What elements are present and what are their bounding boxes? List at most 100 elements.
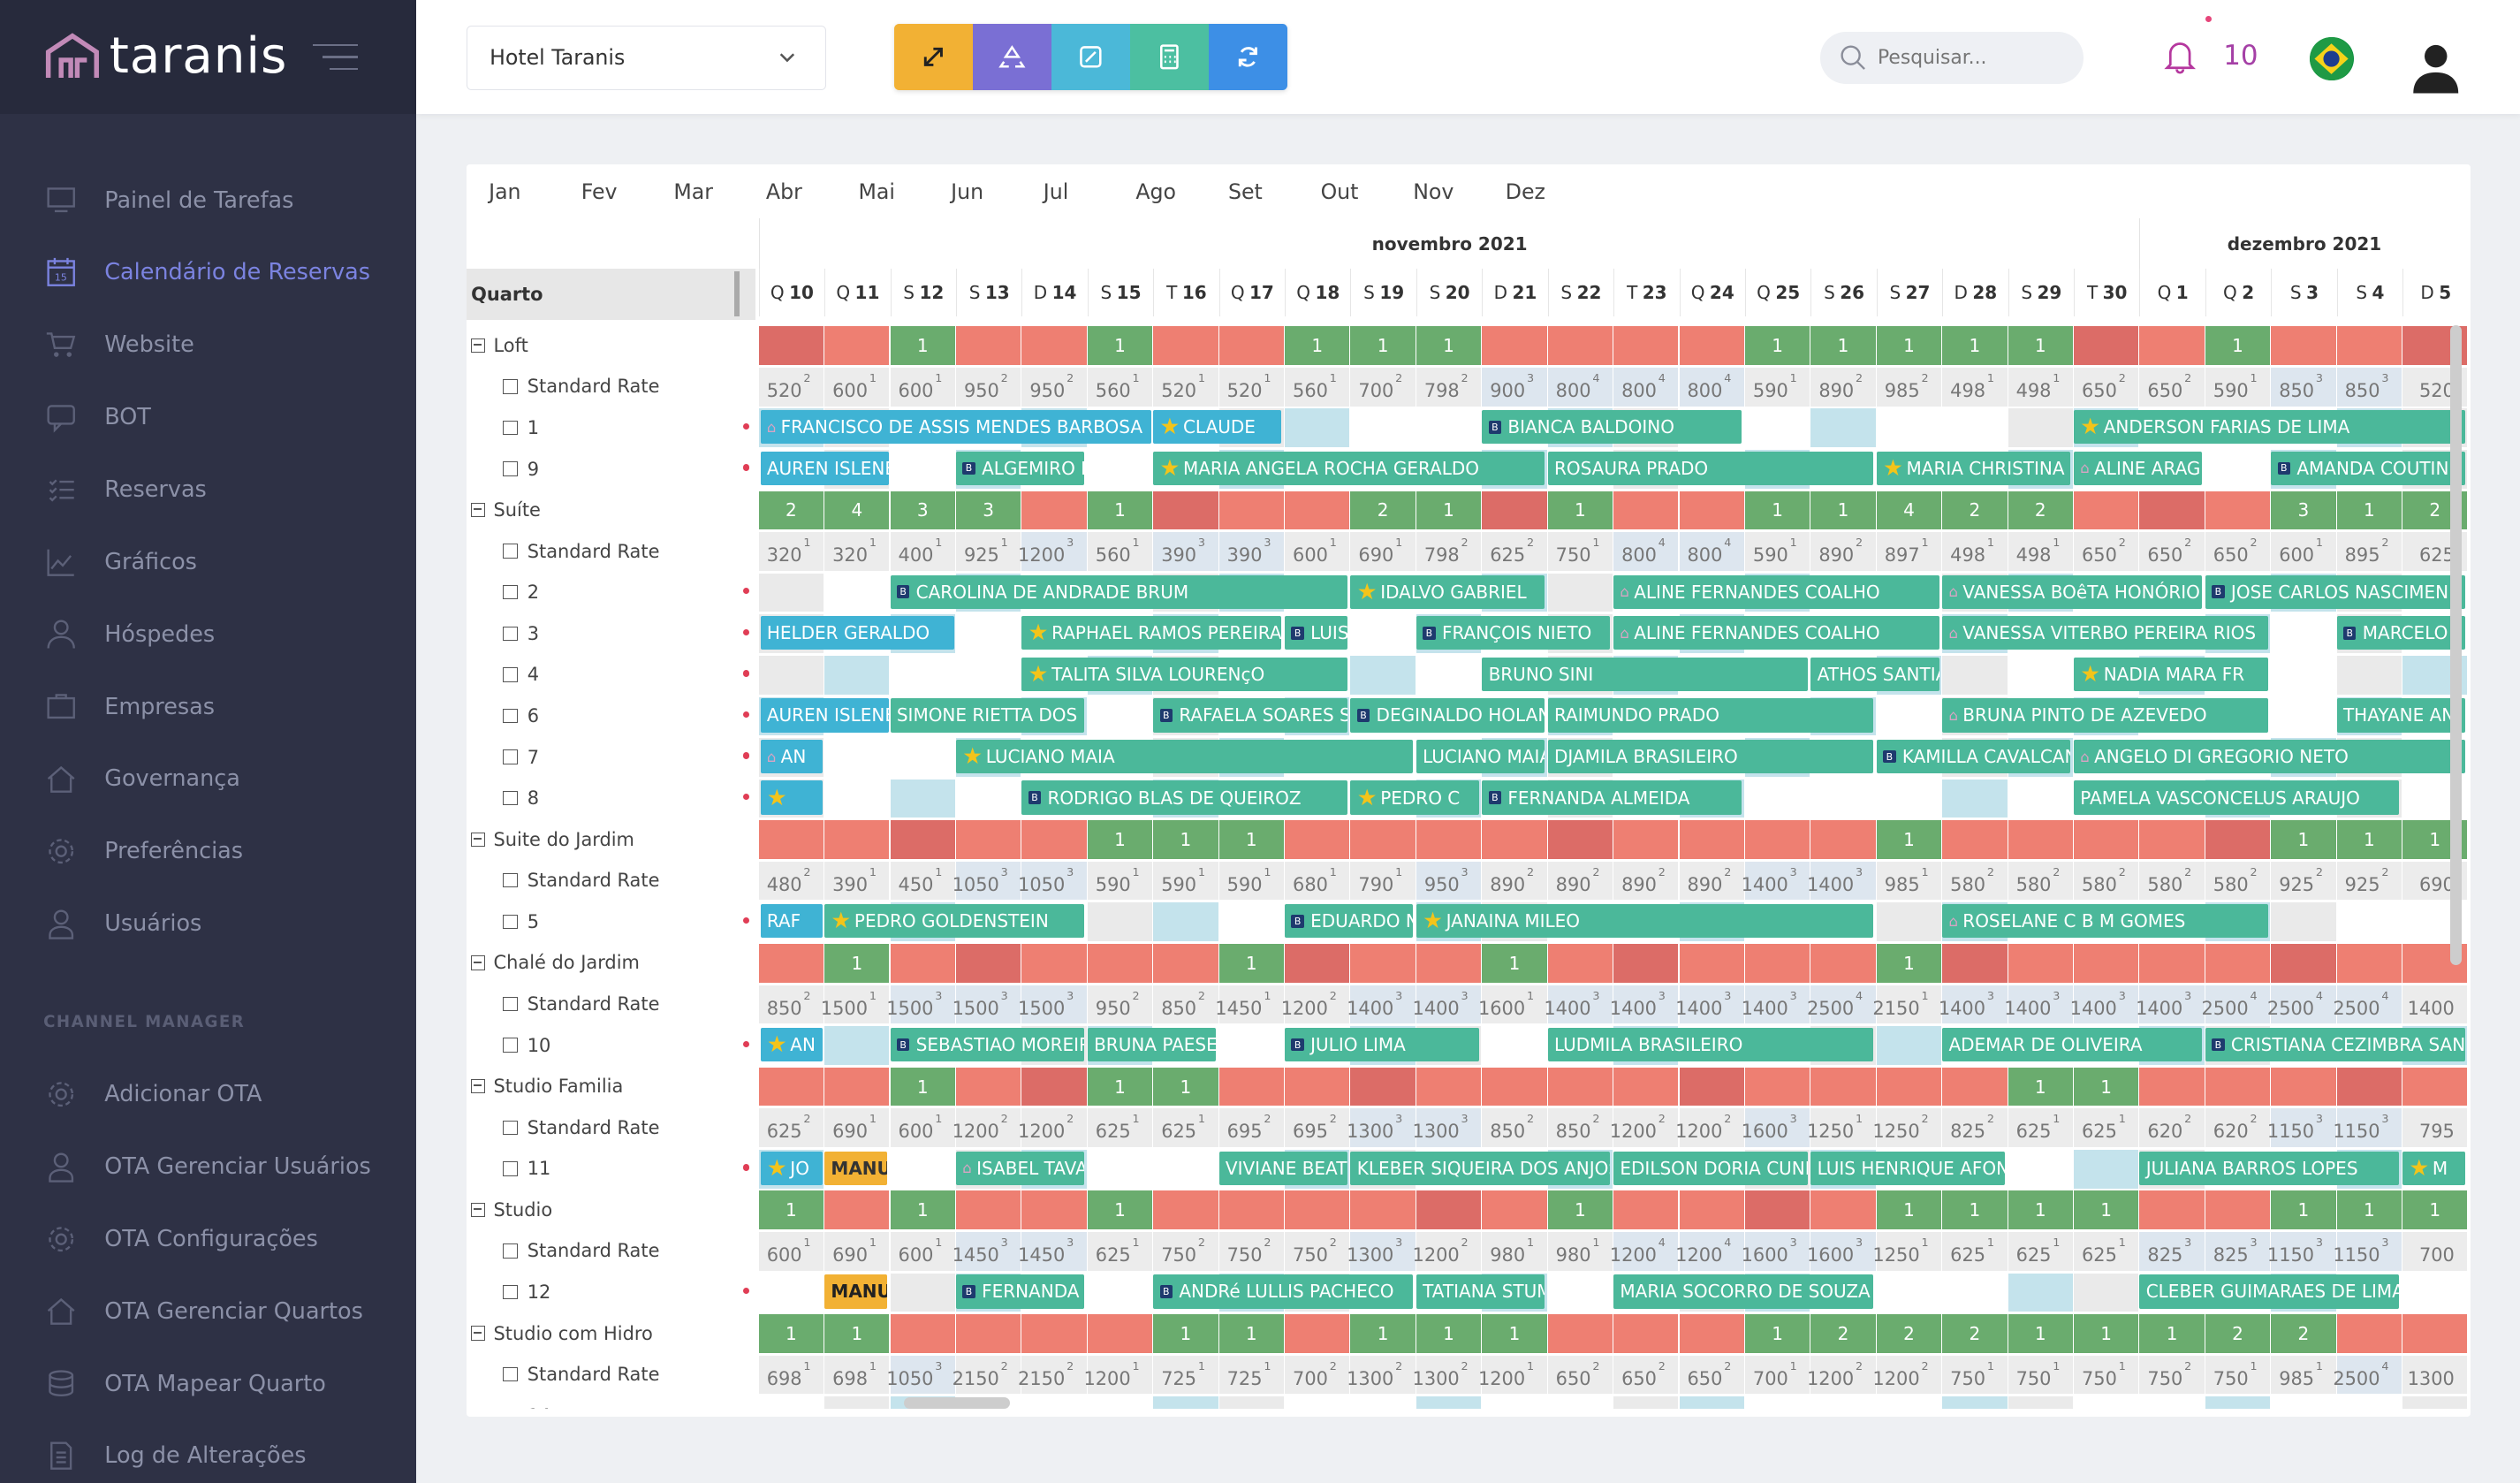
availability-cell[interactable]: 3 [955,491,1021,530]
rate-cell[interactable]: 798 2 [1416,532,1482,571]
rate-cell[interactable]: 795 [2402,1108,2468,1147]
room-day-cell[interactable] [1482,1026,1547,1065]
ota-item-log-de-altera-es[interactable]: Log de Alterações [0,1419,416,1483]
rate-cell[interactable]: 2150 1 [1872,985,1942,1024]
room-day-cell[interactable] [1810,779,1876,818]
room-day-cell[interactable] [2336,902,2402,942]
room-day-cell[interactable] [1942,779,2008,818]
availability-cell[interactable] [1350,943,1416,983]
availability-cell[interactable] [824,820,890,859]
availability-cell[interactable] [2205,943,2271,983]
room-day-cell[interactable] [1547,573,1613,612]
rate-cell[interactable]: 925 2 [2271,861,2336,901]
availability-cell[interactable]: 1 [2074,1314,2139,1353]
availability-cell[interactable] [1482,1190,1547,1230]
month-nov[interactable]: Nov [1413,179,1454,205]
booking-bar[interactable]: ⌂ ANGELO DI GREGORIO NETO [2074,739,2465,774]
room-day-cell[interactable] [2402,1396,2468,1409]
checkbox-icon[interactable] [503,1161,518,1176]
rate-cell[interactable]: 498 1 [2008,532,2073,571]
booking-bar[interactable]: BRUNA PAESE [1087,1027,1216,1062]
checkbox-icon[interactable] [503,667,518,682]
availability-cell[interactable] [1021,943,1087,983]
booking-bar[interactable]: PAMELA VASCONCELUS ARAUJO [2074,780,2400,815]
rate-cell[interactable]: 600 1 [2271,532,2336,571]
availability-cell[interactable] [1679,943,1744,983]
booking-bar[interactable]: SIMONE RIETTA DOS PA [890,698,1085,733]
rate-cell[interactable]: 1150 3 [2333,1232,2402,1271]
rate-label-cell[interactable]: Standard Rate [467,366,757,407]
availability-cell[interactable]: 1 [824,943,890,983]
rate-cell[interactable]: 698 1 [824,1355,890,1395]
rate-cell[interactable]: 1400 3 [1347,985,1416,1024]
rate-cell[interactable]: 1150 3 [2333,1108,2402,1147]
room-day-cell[interactable] [1613,1396,1679,1409]
rate-cell[interactable]: 1250 1 [1872,1232,1942,1271]
availability-cell[interactable] [758,326,824,365]
rate-cell[interactable]: 600 1 [1285,532,1350,571]
room-day-cell[interactable] [824,738,890,777]
booking-bar[interactable]: CLEBER GUIMARAES DE LIMA [2139,1274,2400,1309]
booking-bar[interactable]: ROSAURA PRADO [1547,451,1874,486]
room-day-cell[interactable] [2074,1273,2139,1312]
availability-cell[interactable]: 1 [1744,1314,1810,1353]
checkbox-icon[interactable] [503,1038,518,1053]
rate-cell[interactable]: 520 1 [1218,367,1284,407]
booking-bar[interactable]: KLEBER SIQUEIRA DOS ANJOS [1350,1151,1611,1185]
room-day-cell[interactable] [2008,655,2073,695]
availability-cell[interactable] [955,1067,1021,1107]
rate-cell[interactable]: 1050 3 [1018,861,1087,901]
rate-cell[interactable]: 1200 2 [1018,1108,1087,1147]
booking-bar[interactable]: B ANDRé LULLIS PACHECO [1153,1274,1414,1309]
rate-cell[interactable]: 590 1 [1087,861,1153,901]
availability-cell[interactable] [955,1314,1021,1353]
availability-cell[interactable]: 1 [1876,943,1942,983]
booking-bar[interactable]: B BIANCA BALDOINO [1482,410,1742,445]
room-day-cell[interactable] [1285,1396,1350,1409]
toolbar-button-4[interactable] [1130,24,1210,90]
rate-cell[interactable]: 690 1 [824,1108,890,1147]
availability-cell[interactable] [1810,1190,1876,1230]
rate-cell[interactable]: 620 2 [2205,1108,2271,1147]
availability-cell[interactable] [1679,1067,1744,1107]
nav-item-prefer-ncias[interactable]: Preferências [0,815,416,887]
rate-cell[interactable]: 700 1 [1744,1355,1810,1395]
rate-cell[interactable]: 725 1 [1218,1355,1284,1395]
availability-cell[interactable]: 1 [824,1314,890,1353]
availability-cell[interactable]: 2 [2271,1314,2336,1353]
room-cell[interactable]: 5 [467,901,757,943]
rate-label-cell[interactable]: Standard Rate [467,984,757,1025]
room-cell[interactable]: 4 [467,654,757,696]
rate-cell[interactable]: 1400 3 [1413,985,1482,1024]
booking-bar[interactable]: B MARCELO [2336,616,2465,650]
room-day-cell[interactable] [1810,1396,1876,1409]
availability-cell[interactable]: 1 [1087,326,1153,365]
rate-cell[interactable]: 1500 3 [886,985,955,1024]
rate-cell[interactable]: 580 2 [1942,861,2008,901]
availability-cell[interactable] [890,820,955,859]
room-day-cell[interactable] [2074,1149,2139,1189]
room-day-cell[interactable] [1087,696,1153,736]
toolbar-button-3[interactable] [1051,24,1130,90]
month-fev[interactable]: Fev [581,179,618,205]
rate-cell[interactable]: 825 3 [2139,1232,2205,1271]
availability-cell[interactable] [1613,1190,1679,1230]
availability-cell[interactable] [1679,1190,1744,1230]
rate-cell[interactable]: 498 1 [1942,367,2008,407]
availability-cell[interactable] [955,326,1021,365]
room-day-cell[interactable] [955,614,1021,654]
room-day-cell[interactable] [2205,1396,2271,1409]
rate-cell[interactable]: 1400 3 [1675,985,1744,1024]
booking-bar[interactable]: ★ IDALVO GABRIEL [1350,574,1545,609]
room-day-cell[interactable] [1416,655,1482,695]
rate-cell[interactable]: 985 1 [1876,861,1942,901]
rate-cell[interactable]: 1400 [2402,985,2468,1024]
rate-label-cell[interactable]: Standard Rate [467,1230,757,1272]
rate-cell[interactable]: 498 1 [2008,367,2073,407]
room-day-cell[interactable] [758,573,824,612]
booking-bar[interactable]: ★ MARIA ANGELA ROCHA GERALDO [1153,451,1545,486]
booking-bar[interactable]: B RODRIGO BLAS DE QUEIROZ [1021,780,1347,815]
rate-cell[interactable]: 1600 3 [1807,1232,1876,1271]
availability-cell[interactable] [1416,1190,1482,1230]
month-out[interactable]: Out [1320,179,1359,205]
